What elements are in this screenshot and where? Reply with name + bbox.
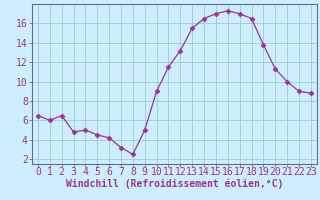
X-axis label: Windchill (Refroidissement éolien,°C): Windchill (Refroidissement éolien,°C)	[66, 178, 283, 189]
